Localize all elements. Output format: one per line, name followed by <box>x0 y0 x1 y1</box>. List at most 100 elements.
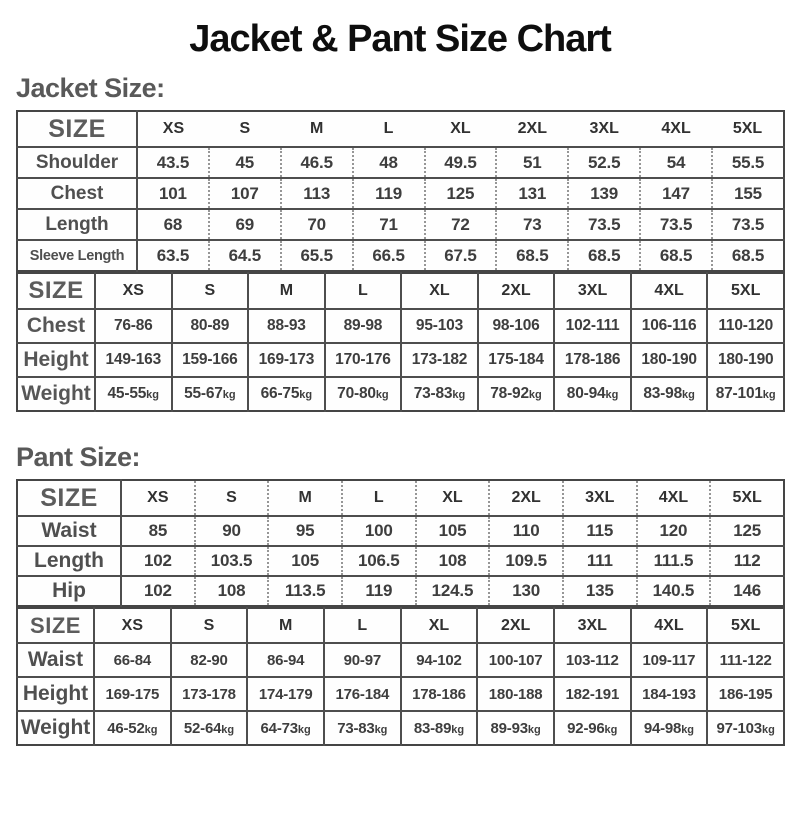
size-column-label: 3XL <box>553 273 631 309</box>
measurement-value: 100 <box>340 515 416 546</box>
measurement-value: 105 <box>414 515 490 546</box>
measurement-label: Shoulder <box>17 146 137 178</box>
measurement-value: 100-107 <box>476 642 554 677</box>
size-column-label: XS <box>93 608 171 643</box>
measurement-value: 124.5 <box>414 575 490 606</box>
size-column-label: M <box>267 480 342 516</box>
unit-label: kg <box>762 389 776 401</box>
size-column-label: 4XL <box>661 120 691 137</box>
size-column-label: L <box>322 608 401 643</box>
measurement-value: 169-173 <box>247 342 325 377</box>
measurement-value: 70 <box>279 208 353 240</box>
measurement-value: 180-190 <box>629 342 708 377</box>
measurement-value: 82-90 <box>169 642 248 677</box>
size-column-label: XS <box>120 480 195 516</box>
measurement-value: 73.5 <box>639 208 712 240</box>
unit-label: kg <box>451 723 465 736</box>
measurement-value: 102 <box>120 545 195 576</box>
measurement-row: Weight 45-55kg 55-67kg 66-75kg 70-80kg 73-83k… <box>17 376 784 411</box>
measurement-value: 76-86 <box>94 308 172 343</box>
measurement-value: 111 <box>561 545 637 576</box>
measurement-value: 184-193 <box>629 676 708 711</box>
measurement-value: 169-175 <box>93 676 171 711</box>
measurement-row: Chest 76-86 80-89 88-93 89-98 95-103 98-106 102… <box>17 308 784 343</box>
measurement-value: 119 <box>340 575 416 606</box>
measurement-value: 89-98 <box>323 308 402 343</box>
measurement-value: 140.5 <box>635 575 711 606</box>
measurement-value: 101 <box>136 177 209 209</box>
size-column-label: M <box>246 608 324 643</box>
size-header-row: SIZE XS S M L XL 2XL 3XL 4XL 5XL <box>17 608 784 643</box>
measurement-value: 92-96kg <box>552 710 631 745</box>
measurement-value: 95 <box>267 515 342 546</box>
measurement-row: Height 149-163 159-166 169-173 170-176 173-18… <box>17 342 784 377</box>
measurement-label: Height <box>17 342 95 377</box>
unit-label: kg <box>144 723 158 736</box>
measurement-value: 83-98kg <box>629 376 708 411</box>
size-column-label: S <box>169 608 248 643</box>
page-title: Jacket & Pant Size Chart <box>189 18 612 60</box>
measurement-value: 63.5 <box>136 239 209 271</box>
jacket-garment-size-table: SIZE XS S M L XL 2XL 3XL 4XL 5XL Shoulder 43.5 45 46.… <box>16 110 785 272</box>
measurement-row: Hip 102 108 113.5 119 124.5 130 135 140.5 146 <box>17 575 784 606</box>
unit-label: kg <box>297 723 311 736</box>
unit-label: kg <box>374 723 388 736</box>
measurement-value: 135 <box>561 575 637 606</box>
unit-label: kg <box>761 723 775 736</box>
measurement-value: 68.5 <box>567 239 641 271</box>
measurement-value: 186-195 <box>706 676 784 711</box>
measurement-value: 131 <box>495 177 569 209</box>
size-header-row: SIZE XS S M L XL 2XL 3XL 4XL 5XL <box>17 111 784 147</box>
measurement-value: 149-163 <box>94 342 172 377</box>
size-column-label: 5XL <box>706 273 784 309</box>
measurement-value: 113.5 <box>267 575 342 606</box>
measurement-value: 139 <box>567 177 641 209</box>
measurement-value: 173-178 <box>169 676 248 711</box>
measurement-value: 178-186 <box>399 676 478 711</box>
size-column-label: XL <box>399 608 478 643</box>
measurement-value: 78-92kg <box>476 376 555 411</box>
jacket-size-heading: Jacket Size: <box>16 73 165 103</box>
unit-label: kg <box>604 723 618 736</box>
measurement-value: 109-117 <box>629 642 708 677</box>
unit-label: kg <box>681 723 695 736</box>
measurement-value: 176-184 <box>322 676 401 711</box>
measurement-row: Height 169-175 173-178 174-179 176-184 178-18… <box>17 676 784 711</box>
measurement-label: Height <box>17 676 94 711</box>
measurement-value: 69 <box>207 208 281 240</box>
measurement-value: 46-52kg <box>93 710 171 745</box>
measurement-label: Chest <box>17 177 137 209</box>
measurement-row: Length 102 103.5 105 106.5 108 109.5 111 111.5 11… <box>17 545 784 576</box>
measurement-value: 107 <box>207 177 281 209</box>
size-column-label: XS <box>136 111 209 147</box>
size-column-label: 3XL <box>589 120 619 137</box>
measurement-value: 90-97 <box>322 642 401 677</box>
unit-label: kg <box>222 389 236 401</box>
unit-label: kg <box>146 389 160 401</box>
size-column-label: L <box>323 273 402 309</box>
measurement-value: 52.5 <box>567 146 641 178</box>
measurement-value: 48 <box>351 146 425 178</box>
pant-body-size-table: SIZE XS S M L XL 2XL 3XL 4XL 5XL Waist 66-84 82-90 86… <box>16 607 785 746</box>
measurement-value: 51 <box>495 146 569 178</box>
measurement-label: Length <box>17 208 137 240</box>
size-column-label: L <box>383 120 394 137</box>
size-column-label: 3XL <box>561 480 637 516</box>
measurement-value: 159-166 <box>170 342 249 377</box>
measurement-value: 83-89kg <box>399 710 478 745</box>
size-column-label: 2XL <box>476 273 555 309</box>
measurement-value: 103-112 <box>552 642 631 677</box>
size-column-label: M <box>310 120 324 137</box>
measurement-row: Weight 46-52kg 52-64kg 64-73kg 73-83kg 83-89k… <box>17 710 784 745</box>
size-column-label: XL <box>414 480 490 516</box>
unit-label: kg <box>375 389 389 401</box>
measurement-value: 52-64kg <box>169 710 248 745</box>
measurement-value: 66.5 <box>351 239 425 271</box>
measurement-value: 119 <box>351 177 425 209</box>
measurement-value: 174-179 <box>246 676 324 711</box>
measurement-row: Chest 101 107 113 119 125 131 139 147 155 <box>17 177 784 209</box>
jacket-body-size-table: SIZE XS S M L XL 2XL 3XL 4XL 5XL Chest 76-86 80-89 88… <box>16 272 785 412</box>
measurement-value: 73.5 <box>567 208 641 240</box>
measurement-value: 68 <box>136 208 209 240</box>
size-header-row: SIZE XS S M L XL 2XL 3XL 4XL 5XL <box>17 480 784 516</box>
